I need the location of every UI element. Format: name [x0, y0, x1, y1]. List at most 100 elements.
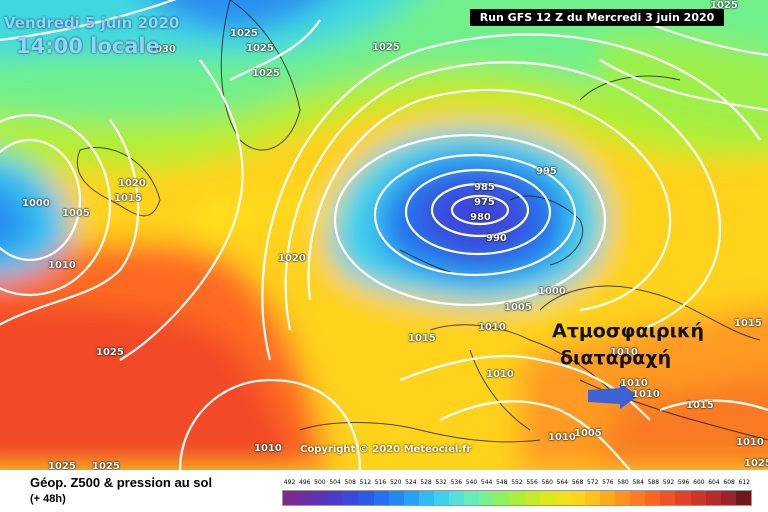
annotation-line-2: διαταραχή — [560, 347, 672, 369]
scale-label: 572 — [586, 479, 599, 486]
scale-swatch — [690, 491, 706, 505]
forecast-step: (+ 48h) — [30, 493, 66, 505]
isobars — [0, 0, 768, 470]
scale-swatch — [464, 491, 480, 505]
scale-swatch — [313, 491, 329, 505]
scale-swatch — [403, 491, 419, 505]
pressure-label: 1025 — [710, 0, 738, 11]
scale-swatch — [569, 491, 585, 505]
scale-swatch — [298, 491, 314, 505]
copyright: Copyright © 2020 Meteociel.fr — [300, 444, 472, 455]
pressure-label: 1000 — [22, 198, 50, 209]
scale-label: 504 — [329, 479, 341, 486]
scale-swatch — [539, 491, 555, 505]
pressure-label: 980 — [470, 212, 491, 223]
pressure-label: 1020 — [278, 253, 306, 264]
annotation-line-1: Ατμοσφαιρική — [552, 320, 705, 342]
scale-swatch — [645, 491, 661, 505]
scale-label: 512 — [359, 479, 372, 486]
pressure-label: 975 — [474, 197, 495, 208]
scale-label: 496 — [299, 479, 311, 486]
scale-swatch — [388, 491, 404, 505]
pressure-label: 1005 — [62, 208, 90, 219]
scale-label: 548 — [496, 479, 508, 486]
map-canvas — [0, 0, 768, 470]
pressure-label: 1025 — [230, 28, 258, 39]
pressure-label: 1025 — [744, 458, 768, 469]
scale-swatch — [524, 491, 540, 505]
pressure-label: 1025 — [246, 43, 274, 54]
scale-label: 600 — [693, 479, 705, 486]
pressure-label: 1025 — [96, 347, 124, 358]
scale-swatch — [630, 491, 646, 505]
scale-swatch — [283, 491, 299, 505]
scale-swatch — [705, 491, 721, 505]
scale-label: 592 — [662, 479, 675, 486]
pressure-label: 1010 — [254, 443, 282, 454]
scale-swatch — [358, 491, 374, 505]
scale-swatch — [599, 491, 616, 505]
pressure-label: 1010 — [620, 378, 648, 389]
pressure-label: 1010 — [632, 389, 660, 400]
run-info: Run GFS 12 Z du Mercredi 3 juin 2020 — [470, 9, 724, 26]
scale-swatch — [373, 491, 389, 505]
scale-label: 564 — [556, 479, 569, 486]
scale-swatch — [328, 491, 344, 505]
pressure-label: 985 — [474, 182, 495, 193]
scale-label: 536 — [450, 479, 463, 486]
map-footer: Géop. Z500 & pression au sol (+ 48h) 492… — [0, 470, 768, 512]
valid-time: 14:00 locale — [16, 34, 160, 58]
pressure-label: 1010 — [478, 322, 506, 333]
scale-label: 588 — [647, 479, 660, 486]
scale-label: 508 — [344, 479, 356, 486]
scale-label: 552 — [511, 479, 523, 486]
scale-swatch — [509, 491, 525, 505]
scale-label: 612 — [738, 479, 750, 486]
scale-swatch — [494, 491, 510, 505]
pressure-label: 1015 — [686, 400, 714, 411]
scale-label: 556 — [526, 479, 538, 486]
pressure-label: 1025 — [252, 68, 280, 79]
scale-label: 524 — [405, 479, 417, 486]
scale-label: 580 — [617, 479, 629, 486]
pressure-label: 1005 — [574, 428, 602, 439]
scale-label: 540 — [465, 479, 478, 486]
pressure-label: 1025 — [48, 461, 76, 470]
scale-swatch — [720, 491, 736, 505]
scale-swatch — [584, 491, 600, 505]
scale-label: 532 — [435, 479, 447, 486]
pressure-label: 1015 — [734, 318, 762, 329]
valid-date: Vendredi 5 juin 2020 — [4, 14, 180, 32]
scale-swatch — [554, 491, 570, 505]
scale-label: 584 — [632, 479, 644, 486]
scale-swatch — [418, 491, 434, 505]
scale-label: 560 — [541, 479, 553, 486]
pressure-label: 1010 — [486, 369, 514, 380]
weather-map: 1025 1030 1025 1025 1025 1025 995 985 97… — [0, 0, 768, 470]
scale-label: 568 — [571, 479, 584, 486]
pressure-label: 1025 — [372, 42, 400, 53]
geopotential-field — [0, 0, 768, 470]
disturbance-arrow — [588, 383, 638, 409]
scale-label: 544 — [480, 479, 493, 486]
pressure-label: 990 — [486, 233, 507, 244]
pressure-label: 1020 — [118, 178, 146, 189]
pressure-label: 1010 — [736, 437, 764, 448]
scale-bar — [282, 490, 752, 506]
pressure-label: 1000 — [538, 286, 566, 297]
pressure-label: 1025 — [92, 461, 120, 470]
scale-swatch — [735, 491, 751, 505]
scale-swatch — [660, 491, 676, 505]
pressure-label: 1010 — [610, 347, 638, 358]
scale-swatch — [433, 491, 450, 505]
scale-label: 516 — [374, 479, 387, 486]
scale-label: 520 — [389, 479, 402, 486]
scale-label: 608 — [723, 479, 735, 486]
scale-label: 492 — [283, 479, 296, 486]
pressure-label: 1015 — [114, 193, 142, 204]
footer-title: Géop. Z500 & pression au sol — [30, 475, 213, 490]
scale-label: 500 — [314, 479, 326, 486]
scale-swatch — [675, 491, 691, 505]
color-scale: 492 496 500 504 508 512 516 520 524 528 532 536 540 5… — [282, 477, 752, 507]
scale-swatch — [343, 491, 359, 505]
